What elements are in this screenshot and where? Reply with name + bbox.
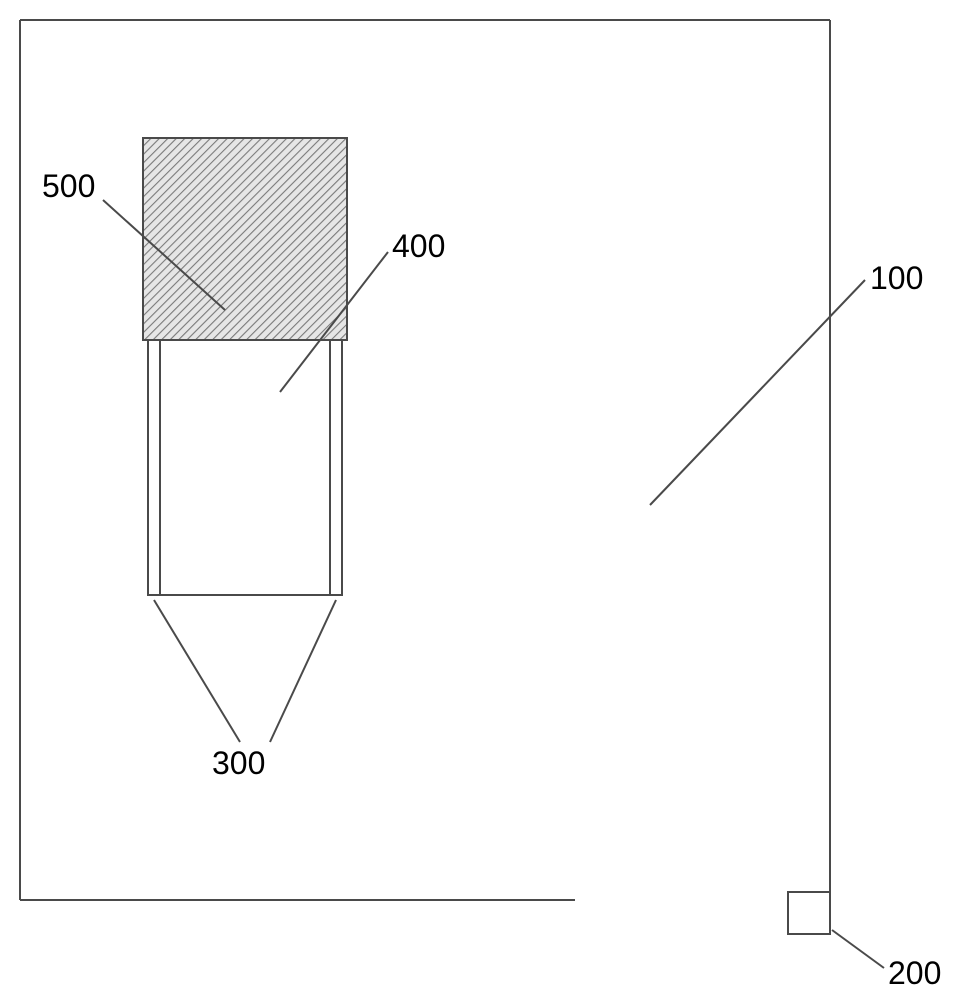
label-100: 100 xyxy=(870,260,923,297)
diagram-svg xyxy=(0,0,979,1000)
label-500: 500 xyxy=(42,168,95,205)
label-300: 300 xyxy=(212,745,265,782)
label-400: 400 xyxy=(392,228,445,265)
label-200: 200 xyxy=(888,955,941,992)
